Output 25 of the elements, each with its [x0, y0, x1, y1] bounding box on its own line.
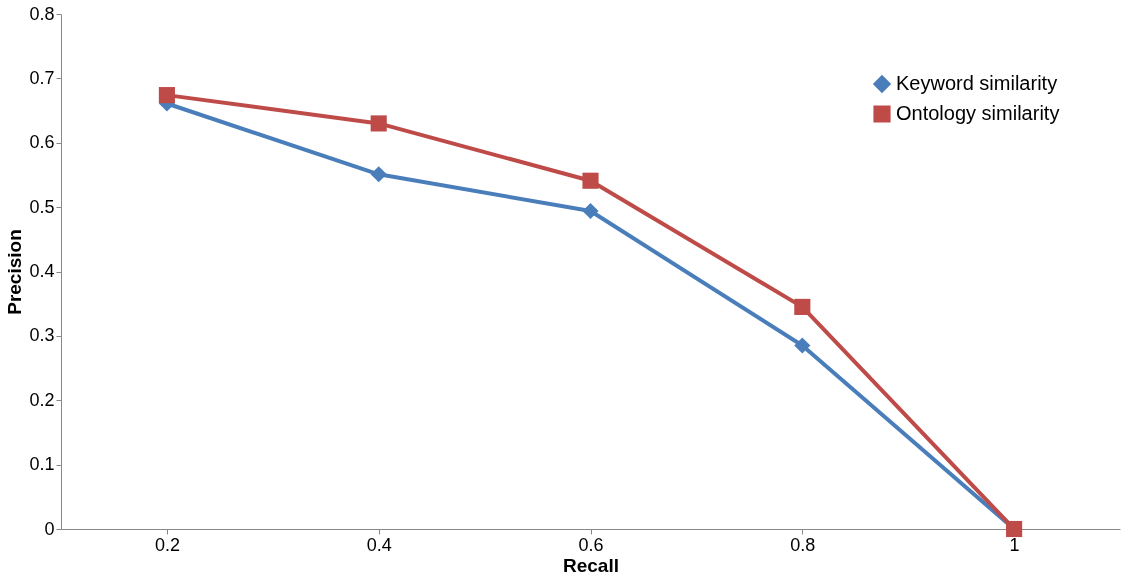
y-tick-label: 0.4 — [29, 261, 55, 281]
y-tick-label: 0 — [44, 518, 55, 539]
y-tick-label: 0.3 — [29, 325, 55, 346]
y-tick-label: 0.7 — [29, 67, 55, 88]
x-tick-label: 0.8 — [790, 534, 816, 555]
y-tick-label: 0.6 — [29, 132, 55, 153]
point — [794, 337, 811, 354]
point — [582, 202, 599, 220]
y-tick-label: 0.5 — [29, 196, 55, 217]
point — [582, 172, 599, 189]
y-axis-title: Precision — [4, 229, 26, 315]
x-tick-label: 0.6 — [578, 534, 604, 555]
x-tick-label: 1 — [1009, 534, 1020, 555]
x-axis-title: Recall — [563, 554, 619, 576]
x-tick-label: 0.2 — [154, 534, 180, 555]
legend-label: Ontology similarity — [896, 102, 1060, 124]
y-tick-label: 0.8 — [29, 3, 55, 24]
y-tick-label: 0.2 — [29, 389, 55, 410]
x-tick-label: 0.4 — [366, 534, 392, 555]
point — [370, 166, 387, 183]
point — [158, 87, 175, 104]
point — [794, 298, 811, 315]
point — [370, 115, 387, 132]
legend-label: Keyword similarity — [896, 72, 1058, 94]
y-tick-label: 0.1 — [29, 454, 55, 475]
